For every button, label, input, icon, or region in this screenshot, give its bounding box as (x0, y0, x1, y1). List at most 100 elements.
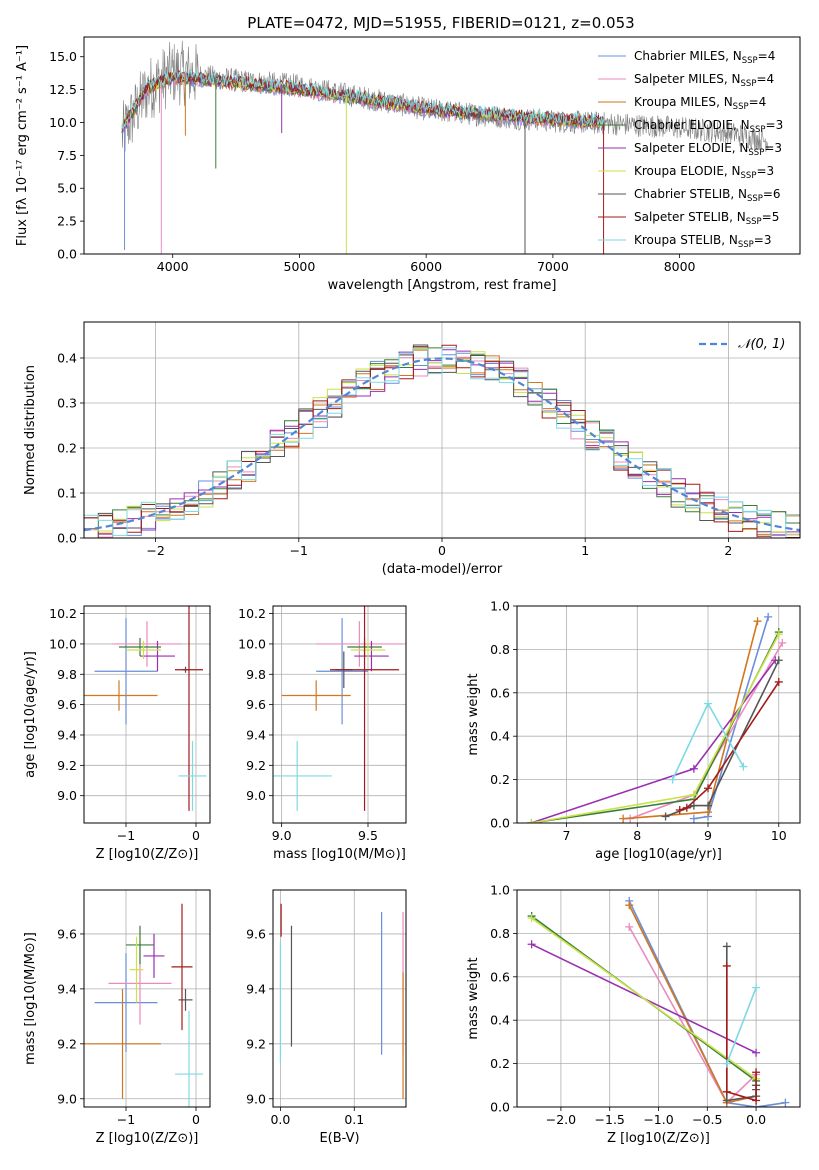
y-tick-label: 9.8 (246, 667, 266, 682)
legend-nssp-subscript: SSP (746, 217, 762, 227)
legend-nssp-subscript: SSP (741, 171, 757, 181)
x-tick-label: −2.0 (546, 1112, 576, 1127)
x-axis-label: Z [log10(Z/Z⊙)] (607, 1131, 710, 1146)
mass-weight-point-marker (722, 1096, 731, 1105)
y-tick-label: 9.0 (246, 1091, 266, 1106)
legend-nssp-subscript: SSP (733, 102, 749, 112)
figure-title: PLATE=0472, MJD=51955, FIBERID=0121, z=0… (247, 14, 634, 32)
x-tick-label: 0.0 (746, 1112, 766, 1127)
y-tick-label: 5.0 (57, 181, 77, 196)
legend-label: Kroupa MILES, NSSP=4 (634, 95, 766, 112)
mass-weight-point-marker (752, 1096, 761, 1105)
mass-weight-point-marker (774, 630, 783, 639)
x-axis-label: (data-model)/error (382, 562, 503, 577)
legend-label: Chabrier MILES, NSSP=4 (634, 49, 775, 66)
y-tick-label: 9.4 (57, 727, 77, 742)
legend-label: Kroupa STELIB, NSSP=3 (634, 233, 772, 250)
y-tick-label: 0.0 (57, 531, 77, 546)
mass-vs-EBV-plot: 0.0 0.1 9.0 9.2 9.4 9.6 E(B-V) (246, 889, 407, 1146)
x-tick-label: 7000 (537, 259, 569, 274)
legend-nssp-prefix: , N (730, 187, 747, 201)
y-tick-label: 9.2 (246, 758, 266, 773)
legend-label-text: Kroupa STELIB (634, 233, 721, 247)
axes-frame (272, 889, 407, 1108)
legend-nssp-value: =4 (749, 95, 767, 109)
residual-histogram-step (84, 347, 800, 538)
legend-nssp-prefix: , N (724, 72, 741, 86)
axes-frame (83, 36, 801, 255)
y-tick-label: 9.4 (246, 727, 266, 742)
legend-nssp-prefix: , N (732, 141, 749, 155)
y-tick-label: 0.2 (490, 1056, 510, 1071)
legend-label-text: Chabrier STELIB (634, 187, 730, 201)
mass-vs-EBV-data-area (279, 903, 404, 1099)
y-tick-label: 9.8 (57, 667, 77, 682)
mass-weight-series-line (726, 966, 757, 1102)
legend-nssp-subscript: SSP (738, 240, 754, 250)
mass-weight-point-marker (527, 940, 536, 949)
y-tick-label: 0.8 (490, 642, 510, 657)
normal-reference-curve (84, 357, 800, 532)
y-tick-label: 0.6 (490, 685, 510, 700)
x-tick-label: 9.5 (358, 828, 378, 843)
y-tick-label: 12.5 (49, 82, 77, 97)
y-tick-label: 9.2 (57, 758, 77, 773)
x-axis-label: wavelength [Angstrom, rest frame] (328, 278, 557, 293)
y-tick-label: 10.0 (49, 636, 77, 651)
x-tick-label: 10 (771, 828, 787, 843)
x-tick-label: 0.0 (270, 1112, 290, 1127)
y-axis-label: Flux [fλ 10⁻¹⁷ erg cm⁻² s⁻¹ A⁻¹] (15, 45, 30, 246)
axes-frame (516, 889, 801, 1108)
mass-weight-point-marker (661, 812, 670, 821)
y-tick-label: 0.0 (57, 247, 77, 262)
y-tick-label: 0.3 (57, 396, 77, 411)
legend-nssp-value: =3 (756, 164, 774, 178)
legend-nssp-value: =6 (763, 187, 781, 201)
mass-weight-series-line (679, 681, 780, 811)
x-axis-label: age [log10(age/yr)] (595, 847, 722, 862)
mass-weight-point-marker (753, 617, 762, 626)
mass-weight-point-marker (722, 961, 731, 970)
x-tick-label: −2 (146, 543, 164, 558)
massweight-vs-age-data-area (527, 612, 787, 823)
mass-weight-point-marker (774, 656, 783, 665)
legend-nssp-prefix: , N (724, 164, 741, 178)
legend-nssp-value: =4 (758, 49, 776, 63)
massweight-vs-Z-plot: −2.0 −1.5 −1.0 −0.5 0.0 0.0 0.2 0.4 0.6 0.8 1.0 Z [… (466, 883, 801, 1146)
legend-label-text: Chabrier ELODIE (634, 118, 733, 132)
normal-legend-label: 𝒩(0, 1) (738, 337, 785, 352)
y-tick-label: 10.2 (238, 606, 266, 621)
mass-weight-point-marker (764, 612, 773, 621)
y-tick-label: 9.6 (246, 697, 266, 712)
y-tick-label: 10.2 (49, 606, 77, 621)
x-tick-label: −0.5 (692, 1112, 722, 1127)
legend-nssp-subscript: SSP (741, 79, 757, 89)
y-tick-label: 9.0 (246, 788, 266, 803)
mass-weight-point-marker (752, 983, 761, 992)
y-tick-label: 9.6 (57, 697, 77, 712)
axes-frame (272, 605, 407, 824)
y-tick-label: 2.5 (57, 214, 77, 229)
x-tick-label: 1 (581, 543, 589, 558)
x-tick-label: −1 (117, 1112, 135, 1127)
x-axis-label: mass [log10(M/M⊙)] (273, 847, 406, 862)
x-tick-label: 7 (563, 828, 571, 843)
spectrum-data-area (121, 40, 769, 254)
axes-frame (83, 605, 211, 824)
mass-weight-point-marker (675, 805, 684, 814)
mass-weight-point-marker (625, 922, 634, 931)
legend-nssp-value: =4 (756, 72, 774, 86)
legend-nssp-prefix: , N (729, 210, 746, 224)
mass-weight-point-marker (668, 775, 677, 784)
y-tick-label: 0.2 (57, 441, 77, 456)
y-tick-label: 0.6 (490, 969, 510, 984)
axes-frame (83, 889, 211, 1108)
axes-frame (83, 321, 801, 539)
x-tick-label: 9 (704, 828, 712, 843)
x-axis-label: Z [log10(Z/Z⊙)] (96, 1131, 199, 1146)
mass-weight-series-line (531, 917, 757, 1080)
legend-label-text: Kroupa ELODIE (634, 164, 724, 178)
mass-weight-point-marker (752, 1068, 761, 1077)
mass-weight-series-line (628, 900, 786, 1107)
x-tick-label: 2 (724, 543, 732, 558)
